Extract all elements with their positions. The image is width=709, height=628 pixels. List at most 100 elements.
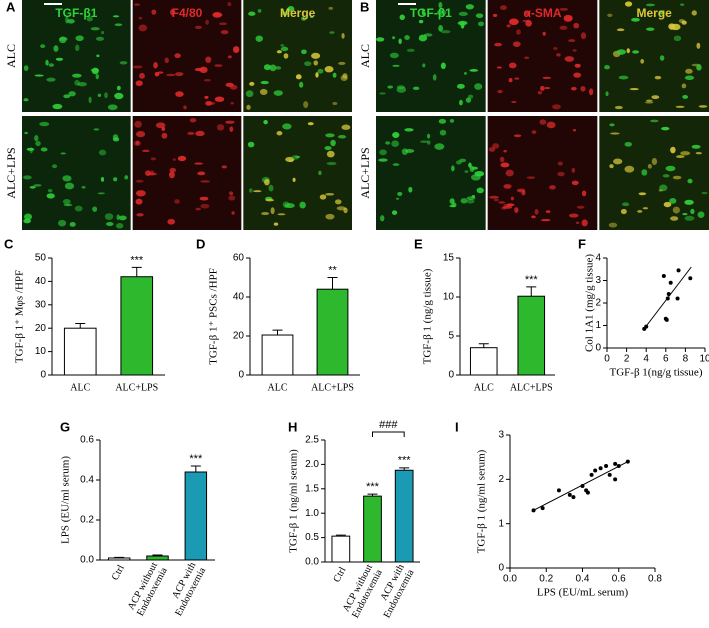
cell-signal	[434, 143, 445, 150]
y-tick-label: 0.2	[80, 515, 94, 526]
cell-signal	[337, 134, 347, 139]
cell-signal	[315, 72, 319, 78]
cell-signal	[280, 46, 289, 52]
cell-signal	[259, 88, 268, 95]
x-tick-label: 6	[663, 354, 669, 365]
y-tick-label: 1.0	[305, 508, 319, 519]
error-bar	[131, 266, 142, 277]
cell-signal	[67, 18, 75, 24]
cell-signal	[546, 121, 556, 129]
cell-signal	[380, 215, 385, 222]
cell-signal	[508, 62, 517, 69]
cell-signal	[559, 25, 568, 30]
cell-signal	[685, 68, 693, 74]
cell-signal	[616, 49, 626, 55]
cell-signal	[404, 35, 410, 40]
row-label: ALC	[4, 44, 18, 68]
cell-signal	[97, 192, 105, 195]
cell-signal	[336, 206, 346, 211]
cell-signal	[665, 165, 676, 172]
error-bar	[367, 493, 378, 497]
cell-signal	[568, 213, 579, 218]
cell-signal	[93, 128, 100, 131]
cell-signal	[646, 27, 655, 31]
micrograph	[487, 116, 598, 230]
cell-signal	[512, 41, 521, 47]
cell-signal	[245, 90, 254, 98]
cell-signal	[464, 170, 469, 173]
cell-signal	[654, 75, 662, 80]
y-tick-label: 0	[238, 370, 244, 381]
cell-signal	[418, 34, 428, 42]
cell-signal	[509, 18, 519, 26]
point	[613, 477, 618, 482]
bar	[394, 469, 414, 563]
cell-signal	[670, 146, 676, 154]
cell-signal	[276, 130, 283, 136]
x-tick-label: ALC+LPS	[510, 382, 553, 393]
cell-signal	[132, 65, 143, 69]
bar	[184, 471, 208, 561]
significance: ***	[525, 274, 539, 286]
cell-signal	[620, 208, 627, 215]
cell-signal	[220, 30, 229, 35]
cell-signal	[691, 144, 701, 149]
cell-signal	[175, 91, 184, 97]
error-bar	[335, 534, 346, 537]
cell-signal	[684, 199, 694, 205]
cell-signal	[556, 53, 561, 57]
cell-signal	[588, 88, 594, 96]
cell-signal	[571, 167, 576, 173]
y-axis-title: TGF-β 1 (ng/g tissue)	[422, 268, 434, 364]
point	[668, 280, 673, 285]
error-bar	[399, 467, 410, 471]
cell-signal	[46, 193, 55, 199]
micrograph	[22, 116, 131, 230]
cell-signal	[516, 188, 526, 193]
cell-signal	[139, 72, 145, 79]
cell-signal	[248, 11, 256, 16]
point	[589, 472, 594, 477]
cell-signal	[75, 44, 80, 52]
cell-signal	[135, 140, 140, 145]
cell-signal	[659, 55, 665, 61]
cell-signal	[682, 94, 689, 99]
cell-signal	[341, 33, 345, 39]
panel-label: B	[360, 0, 369, 14]
cell-signal	[475, 13, 484, 19]
cell-signal	[397, 191, 403, 196]
significance: ***	[366, 481, 380, 493]
y-axis-title: TGF-β 1⁺ PSCs /HPF	[208, 268, 220, 365]
point	[598, 466, 603, 471]
point	[540, 506, 545, 511]
cell-signal	[282, 123, 292, 130]
cell-signals	[378, 118, 485, 222]
error-bar	[152, 554, 163, 556]
cell-signal	[646, 99, 653, 102]
cell-signal	[439, 129, 447, 136]
cell-signal	[539, 119, 547, 125]
cell-signal	[100, 177, 105, 182]
y-tick-label: 20	[233, 331, 245, 342]
cell-signal	[24, 131, 28, 135]
cell-signal	[392, 36, 396, 40]
cell-signal	[24, 213, 33, 220]
cell-signal	[135, 190, 146, 197]
cell-signal	[499, 156, 505, 163]
cell-signal	[40, 147, 48, 152]
cell-signal	[661, 126, 670, 131]
cell-signal	[81, 185, 86, 189]
cell-signal	[183, 105, 187, 110]
cell-signal	[318, 170, 322, 176]
cell-signal	[229, 126, 234, 132]
cell-signal	[92, 206, 98, 212]
cell-signal	[396, 85, 406, 90]
cell-signal	[696, 42, 701, 49]
cell-signal	[48, 63, 55, 67]
cell-signal	[580, 32, 587, 40]
cell-signal	[187, 131, 195, 135]
column-label: Merge	[280, 6, 316, 20]
cell-signal	[161, 126, 166, 132]
cell-signal	[135, 80, 143, 87]
cell-signal	[432, 74, 437, 81]
